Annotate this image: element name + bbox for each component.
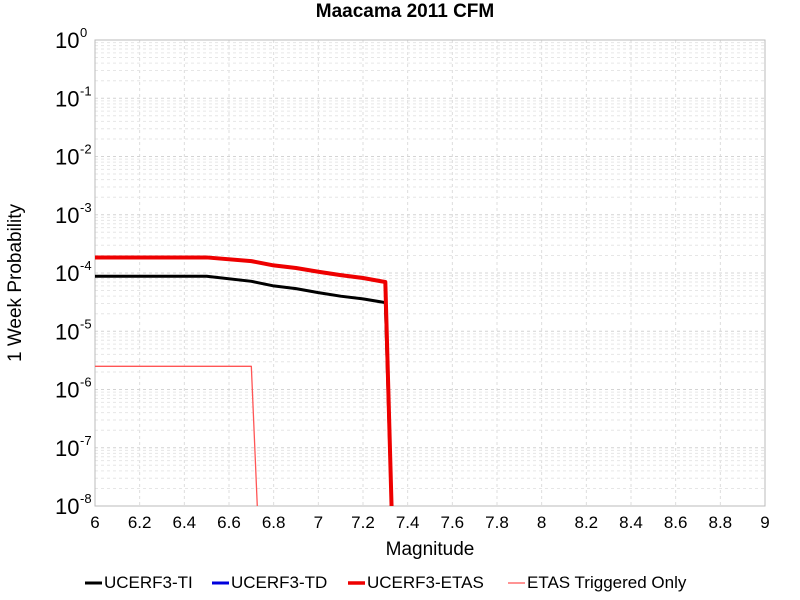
x-tick-label: 8.4: [619, 513, 643, 532]
y-tick-base: 10: [55, 86, 79, 111]
legend-label: ETAS Triggered Only: [527, 573, 687, 592]
y-tick-base: 10: [55, 145, 79, 170]
y-tick-exponent: -3: [80, 200, 92, 215]
legend-item: UCERF3-ETAS: [348, 573, 484, 592]
x-tick-label: 7.4: [396, 513, 420, 532]
y-tick-base: 10: [55, 203, 79, 228]
x-tick-label: 8.6: [664, 513, 688, 532]
y-tick-label: 10 -1: [55, 83, 92, 111]
legend-item: ETAS Triggered Only: [508, 573, 687, 592]
x-tick-label: 8: [537, 513, 546, 532]
y-tick-exponent: 0: [80, 25, 87, 40]
series-line-ucerf3-etas: [95, 255, 394, 506]
legend-item: UCERF3-TI: [85, 573, 193, 592]
series-line-etas-triggered-only: [95, 365, 258, 506]
x-tick-label: 8.8: [709, 513, 733, 532]
y-axis-label: 1 Week Probability: [5, 203, 26, 362]
grid: [94, 39, 766, 507]
x-axis-ticks: 6 6.2 6.4 6.6 6.8 7 7.2 7.4 7.6 7.8 8 8.2 8.4 8.6 8.8 9: [90, 513, 769, 532]
x-tick-label: 6.6: [217, 513, 241, 532]
x-tick-label: 6.4: [173, 513, 197, 532]
y-tick-exponent: -6: [80, 375, 92, 390]
plot-area: [94, 39, 766, 507]
y-tick-exponent: -1: [80, 83, 92, 98]
y-tick-base: 10: [55, 378, 79, 403]
y-tick-exponent: -4: [80, 258, 92, 273]
x-tick-label: 7: [314, 513, 323, 532]
legend-item: UCERF3-TD: [212, 573, 327, 592]
chart-title: Maacama 2011 CFM: [316, 1, 495, 22]
x-axis-label: Magnitude: [386, 539, 475, 560]
y-tick-base: 10: [55, 319, 79, 344]
x-tick-label: 6.8: [262, 513, 286, 532]
y-tick-label: 10 -6: [55, 375, 92, 403]
y-tick-label: 10 -4: [55, 258, 92, 286]
x-tick-label: 7.8: [485, 513, 509, 532]
series-line-ucerf3-ti: [95, 274, 394, 506]
legend-label: UCERF3-TD: [231, 573, 327, 592]
y-tick-exponent: -7: [80, 433, 92, 448]
y-tick-label: 10 -2: [55, 142, 92, 170]
y-tick-label: 10 -3: [55, 200, 92, 228]
legend-label: UCERF3-ETAS: [367, 573, 484, 592]
y-tick-base: 10: [55, 494, 79, 519]
legend: UCERF3-TI UCERF3-TD UCERF3-ETAS ETAS Trigge…: [85, 573, 687, 592]
y-tick-label: 10 -8: [55, 491, 92, 519]
y-tick-base: 10: [55, 436, 79, 461]
x-tick-label: 9: [760, 513, 769, 532]
x-tick-label: 6.2: [128, 513, 152, 532]
y-tick-label: 10 0: [55, 25, 87, 53]
legend-label: UCERF3-TI: [104, 573, 193, 592]
x-tick-label: 7.2: [351, 513, 375, 532]
x-tick-label: 6: [90, 513, 99, 532]
y-tick-base: 10: [55, 261, 79, 286]
y-tick-exponent: -2: [80, 142, 92, 157]
x-tick-label: 8.2: [575, 513, 599, 532]
y-tick-label: 10 -5: [55, 316, 92, 344]
y-tick-exponent: -5: [80, 316, 92, 331]
y-tick-exponent: -8: [80, 491, 92, 506]
y-tick-label: 10 -7: [55, 433, 92, 461]
x-tick-label: 7.6: [441, 513, 465, 532]
series-layer: [95, 255, 394, 506]
y-tick-base: 10: [55, 28, 79, 53]
